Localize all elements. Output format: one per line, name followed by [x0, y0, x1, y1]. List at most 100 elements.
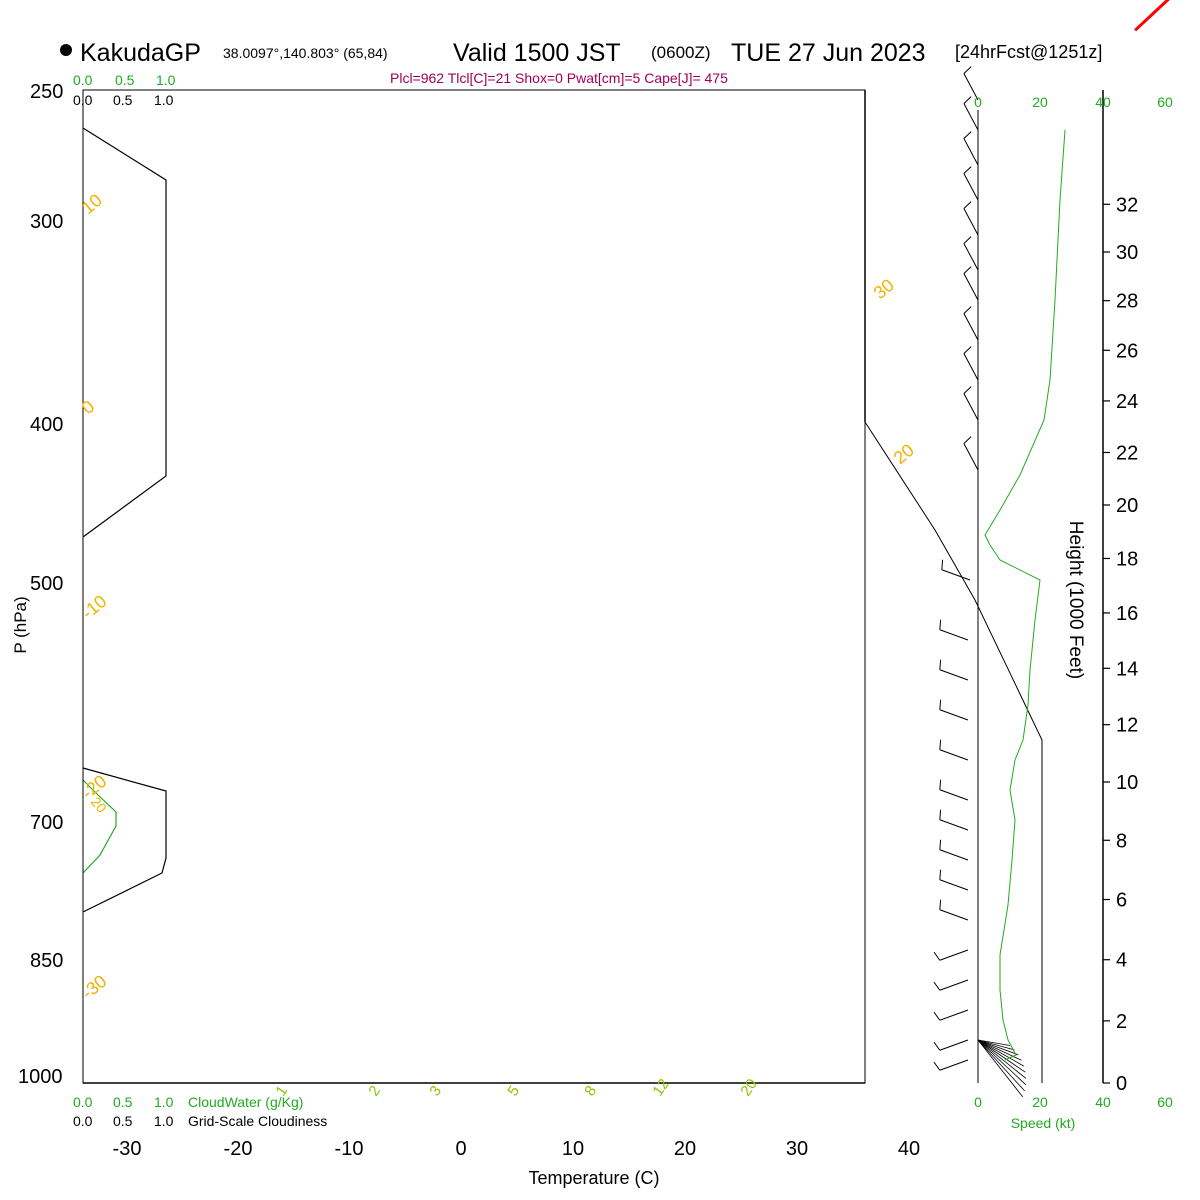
wind-barb-staff — [963, 103, 979, 131]
wind-barb-staff — [939, 1039, 969, 1051]
wind-barb-flag — [933, 1041, 941, 1051]
height-tick: 22 — [1116, 442, 1138, 464]
temperature-line — [1134, 0, 1170, 32]
height-tick: 10 — [1116, 772, 1138, 794]
surface-wind-barb — [977, 1039, 1027, 1079]
station-name: KakudaGP — [80, 39, 201, 67]
speed-tick: 60 — [1157, 1094, 1173, 1110]
cloudiness-outline-lower — [82, 767, 167, 913]
isotherm-line — [1172, 0, 1200, 84]
scale-tick: 1.0 — [154, 92, 174, 108]
wind-barb-flag — [963, 96, 972, 104]
wind-barb-staff — [939, 979, 969, 991]
pressure-axis: 250 300 400 500 700 850 1000 — [18, 81, 63, 1088]
isotherm-label: 10 — [78, 190, 106, 218]
forecast-info: [24hrFcst@1251z] — [955, 42, 1102, 62]
wind-barb-staff — [939, 1059, 969, 1071]
wind-speed-line — [984, 129, 1066, 1061]
wind-barb-staff — [963, 73, 979, 101]
mixing-ratio-label: 20 — [737, 1076, 760, 1099]
wind-barb-staff — [963, 243, 979, 271]
mixing-ratio-label: 3 — [426, 1083, 445, 1100]
station-coords: 38.0097°,140.803° (65,84) — [223, 45, 388, 61]
surface-wind-barb — [977, 1039, 1025, 1092]
wind-barb-staff — [939, 789, 969, 801]
temp-tick: -30 — [113, 1138, 142, 1160]
wind-barb-staff — [963, 273, 979, 301]
scale-tick: 0.5 — [113, 1113, 133, 1129]
wind-barb-flag — [963, 266, 972, 274]
surface-wind-barb — [977, 1039, 1022, 1061]
scale-tick: 1.0 — [154, 1113, 174, 1129]
wind-barb-flag — [939, 619, 942, 630]
temp-tick: 40 — [898, 1138, 920, 1160]
surface-wind-barb — [977, 1039, 1019, 1056]
cloudwater-line — [82, 779, 117, 874]
pressure-tick: 300 — [30, 211, 63, 233]
speed-tick: 20 — [1032, 1094, 1048, 1110]
height-tick: 4 — [1116, 950, 1127, 972]
wind-barb-staff — [939, 849, 969, 861]
surface-wind-barb — [977, 1039, 1026, 1073]
wind-barb-staff — [939, 949, 969, 961]
wind-barb-flag — [963, 66, 972, 74]
height-tick: 12 — [1116, 715, 1138, 737]
temp-tick: 20 — [674, 1138, 696, 1160]
wind-barb-flag — [963, 386, 972, 394]
wind-barb-flag — [933, 1011, 941, 1021]
cloudiness-outline-upper — [82, 127, 167, 538]
speed-scale-top: 0 20 40 60 — [974, 94, 1173, 110]
wind-barb-flag — [963, 346, 972, 354]
wind-barb-flag — [939, 699, 942, 710]
wind-barb-flag — [939, 839, 942, 850]
wind-barb-flag — [963, 436, 972, 444]
cloudwater-label: CloudWater (g/Kg) — [188, 1094, 303, 1110]
surface-wind-barb — [977, 1039, 1024, 1098]
height-tick: 28 — [1116, 291, 1138, 313]
wind-barb-flag — [939, 779, 942, 790]
height-tick: 20 — [1116, 495, 1138, 517]
valid-date: TUE 27 Jun 2023 — [731, 39, 926, 67]
wind-barb-staff — [939, 749, 969, 761]
scale-tick: 0.0 — [73, 1113, 93, 1129]
wind-barb-staff — [939, 629, 969, 641]
scale-tick: 1.0 — [156, 72, 176, 88]
scale-tick: 0.0 — [73, 92, 93, 108]
speed-tick: 0 — [974, 94, 982, 110]
temp-tick: -20 — [224, 1138, 253, 1160]
scale-tick: 1.0 — [154, 1094, 174, 1110]
height-tick: 2 — [1116, 1011, 1127, 1033]
wind-barb-staff — [963, 353, 979, 381]
height-axis-label: Height (1000 Feet) — [1065, 521, 1086, 679]
y-axis-label: P (hPa) — [11, 596, 30, 653]
isotherm-label: 30 — [870, 275, 898, 303]
dry-adiabat-line — [1091, 0, 1200, 84]
wind-barb-flag — [963, 236, 972, 244]
pressure-tick: 400 — [30, 414, 63, 436]
wind-barb-staff — [963, 443, 979, 471]
x-axis-label: Temperature (C) — [528, 1168, 659, 1188]
temp-tick: 10 — [562, 1138, 584, 1160]
wind-barb-staff — [939, 819, 969, 831]
station-marker-icon — [60, 44, 72, 56]
wind-barb-flag — [939, 899, 942, 910]
wind-barb-staff — [963, 138, 979, 166]
bottom-cloud-scale: 0.0 0.5 1.0 CloudWater (g/Kg) 0.0 0.5 1.… — [73, 1094, 327, 1129]
valid-utc: (0600Z) — [651, 43, 711, 62]
height-panel-edge — [864, 421, 1043, 1083]
height-tick: 32 — [1116, 194, 1138, 216]
wind-barb-flag — [939, 809, 942, 820]
speed-tick: 40 — [1095, 94, 1111, 110]
pressure-tick: 250 — [30, 81, 63, 103]
valid-time: Valid 1500 JST — [453, 39, 621, 67]
surface-wind-barb — [977, 1039, 1015, 1051]
wind-barbs — [933, 66, 1027, 1098]
pressure-tick: 850 — [30, 950, 63, 972]
wind-barb-staff — [963, 208, 979, 236]
wind-barb-flag — [939, 739, 942, 750]
wind-barb-flag — [963, 166, 972, 174]
temp-tick: 0 — [455, 1138, 466, 1160]
speed-tick: 0 — [974, 1094, 982, 1110]
wind-barb-staff — [939, 709, 969, 721]
height-tick: 16 — [1116, 603, 1138, 625]
